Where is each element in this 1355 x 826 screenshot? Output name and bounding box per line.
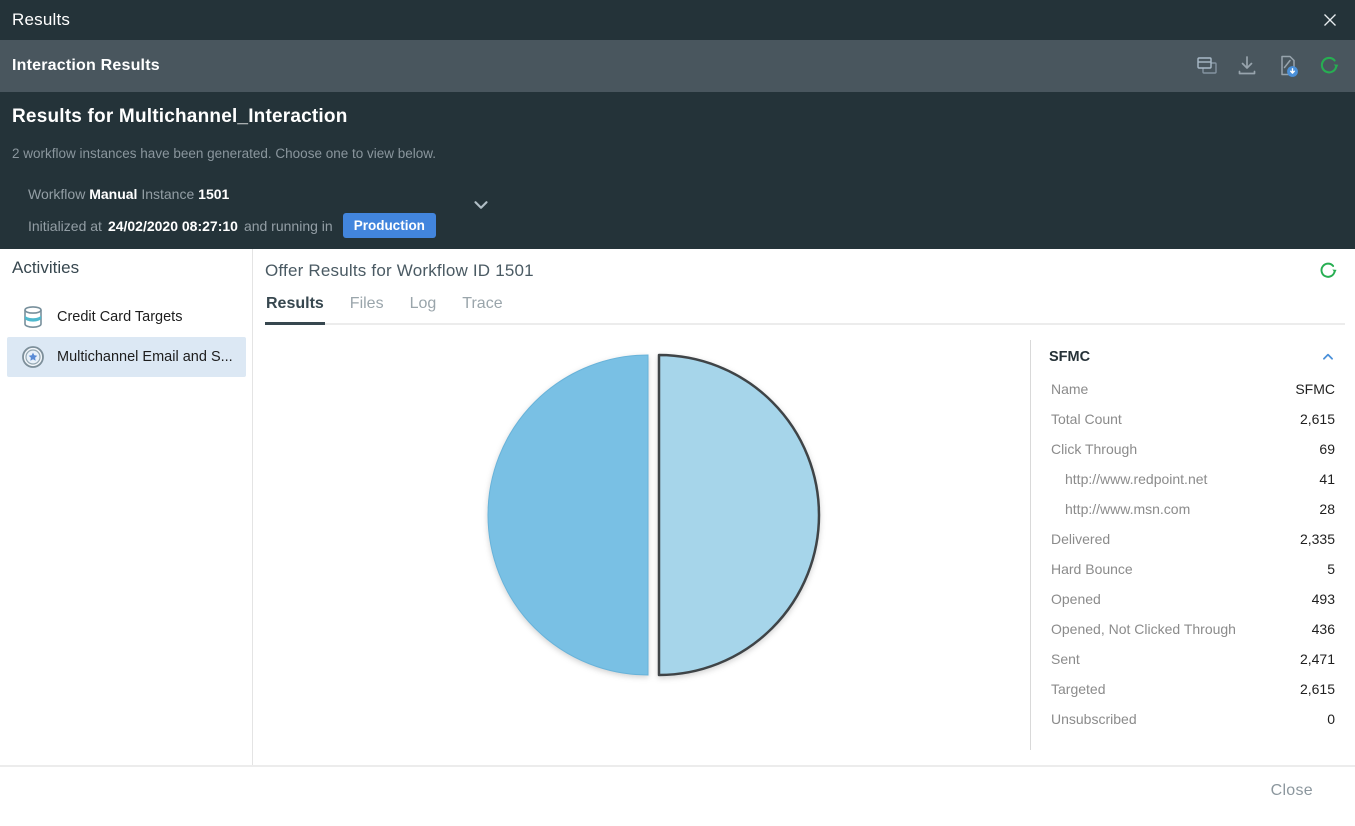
detail-row-redpoint-url: http://www.redpoint.net 41 <box>1049 464 1335 494</box>
collapse-chevron-up-icon[interactable] <box>1321 350 1335 364</box>
detail-label: Hard Bounce <box>1051 561 1133 577</box>
detail-label: Delivered <box>1051 531 1111 547</box>
workflow-line: Workflow Manual Instance 1501 <box>28 186 229 202</box>
detail-value: 493 <box>1311 591 1335 607</box>
interaction-toolbar: Interaction Results <box>0 40 1355 92</box>
detail-value: 69 <box>1319 441 1335 457</box>
sidebar-item-label: Multichannel Email and S... <box>57 349 233 365</box>
offer-results-title-row: Offer Results for Workflow ID 1501 <box>253 249 1355 293</box>
download-icon[interactable] <box>1235 54 1259 78</box>
detail-value: 2,471 <box>1299 651 1335 667</box>
tab-files[interactable]: Files <box>349 295 384 312</box>
environment-badge: Production <box>342 213 436 238</box>
detail-row-sent: Sent 2,471 <box>1049 644 1335 674</box>
activities-title: Activities <box>12 258 80 277</box>
instance-label: Instance <box>141 186 195 202</box>
detail-label: http://www.msn.com <box>1065 501 1191 517</box>
detail-label: Unsubscribed <box>1051 711 1137 727</box>
refresh-icon[interactable] <box>1317 54 1341 78</box>
details-title: SFMC <box>1049 349 1091 365</box>
detail-value: 2,615 <box>1299 411 1335 427</box>
detail-value: 436 <box>1311 621 1335 637</box>
detail-row-unsubscribed: Unsubscribed 0 <box>1049 704 1335 734</box>
detail-row-opened-not-clicked: Opened, Not Clicked Through 436 <box>1049 614 1335 644</box>
detail-row-opened: Opened 493 <box>1049 584 1335 614</box>
window-title: Results <box>12 10 71 29</box>
results-tabs: Results Files Log Trace <box>265 293 1345 325</box>
detail-value: 0 <box>1327 711 1335 727</box>
content-area: Activities Credit Card Targets <box>0 249 1355 817</box>
detail-row-msn-url: http://www.msn.com 28 <box>1049 494 1335 524</box>
sidebar-item-label: Credit Card Targets <box>57 309 183 325</box>
detail-label: Targeted <box>1051 681 1106 697</box>
detail-value: 28 <box>1319 501 1335 517</box>
pie-slice-sfmc-sms[interactable] <box>487 354 649 676</box>
page-title: Results for Multichannel_Interaction <box>12 106 348 127</box>
detail-label: Total Count <box>1051 411 1122 427</box>
windows-icon[interactable] <box>1195 54 1219 78</box>
activities-list: Credit Card Targets Multichannel Email a… <box>0 297 253 377</box>
detail-row-targeted: Targeted 2,615 <box>1049 674 1335 704</box>
activities-sidebar: Activities Credit Card Targets <box>0 249 253 765</box>
workflow-label: Workflow <box>28 186 86 202</box>
detail-row-click-through: Click Through 69 <box>1049 434 1335 464</box>
detail-label: Opened, Not Clicked Through <box>1051 621 1236 637</box>
detail-value: 2,615 <box>1299 681 1335 697</box>
detail-value: 41 <box>1319 471 1335 487</box>
instance-value: 1501 <box>198 186 230 202</box>
workflow-value: Manual <box>89 186 138 202</box>
details-header: SFMC <box>1049 340 1335 374</box>
detail-label: Name <box>1051 381 1089 397</box>
tab-trace[interactable]: Trace <box>462 295 503 312</box>
close-button[interactable]: Close <box>1270 782 1313 799</box>
detail-row-hard-bounce: Hard Bounce 5 <box>1049 554 1335 584</box>
detail-row-total-count: Total Count 2,615 <box>1049 404 1335 434</box>
instances-subtitle: 2 workflow instances have been generated… <box>12 146 437 161</box>
target-star-icon <box>21 345 45 369</box>
pie-chart-area: SFMC 2,615 (50.00%) SFMC SMS 2,615 (50.0… <box>253 325 1030 817</box>
workflow-chevron-down-icon[interactable] <box>470 194 492 216</box>
detail-row-delivered: Delivered 2,335 <box>1049 524 1335 554</box>
initialized-label: Initialized at <box>28 217 102 234</box>
toolbar-title: Interaction Results <box>12 57 160 74</box>
offer-results-title: Offer Results for Workflow ID 1501 <box>265 261 534 280</box>
toolbar-icons <box>1195 53 1341 79</box>
pie-slice-sfmc[interactable] <box>657 353 821 677</box>
results-header: Results for Multichannel_Interaction 2 w… <box>0 92 1355 249</box>
detail-value: 5 <box>1327 561 1335 577</box>
close-icon[interactable] <box>1319 9 1341 31</box>
dialog-footer: Close <box>0 765 1355 826</box>
detail-value: 2,335 <box>1299 531 1335 547</box>
detail-label: Click Through <box>1051 441 1138 457</box>
initialized-line: Initialized at 24/02/2020 08:27:10 and r… <box>28 213 436 238</box>
offer-results-panel: Offer Results for Workflow ID 1501 Resul… <box>253 249 1355 817</box>
sfmc-details-panel: SFMC Name SFMC Total Count 2,615 Click T… <box>1030 340 1355 750</box>
detail-value: SFMC <box>1295 381 1335 397</box>
export-report-icon[interactable] <box>1275 53 1301 79</box>
tab-log[interactable]: Log <box>409 295 437 312</box>
pie-chart <box>481 343 825 687</box>
sidebar-item-credit-card-targets[interactable]: Credit Card Targets <box>7 297 246 337</box>
tab-results[interactable]: Results <box>265 293 325 325</box>
database-icon <box>21 304 45 330</box>
detail-row-name: Name SFMC <box>1049 374 1335 404</box>
detail-label: Sent <box>1051 651 1080 667</box>
panel-refresh-icon[interactable] <box>1317 260 1339 282</box>
initialized-timestamp: 24/02/2020 08:27:10 <box>107 217 238 234</box>
running-in-label: and running in <box>243 217 333 234</box>
sidebar-item-multichannel-email[interactable]: Multichannel Email and S... <box>7 337 246 377</box>
detail-label: http://www.redpoint.net <box>1065 471 1208 487</box>
window-titlebar: Results <box>0 0 1355 40</box>
detail-label: Opened <box>1051 591 1101 607</box>
